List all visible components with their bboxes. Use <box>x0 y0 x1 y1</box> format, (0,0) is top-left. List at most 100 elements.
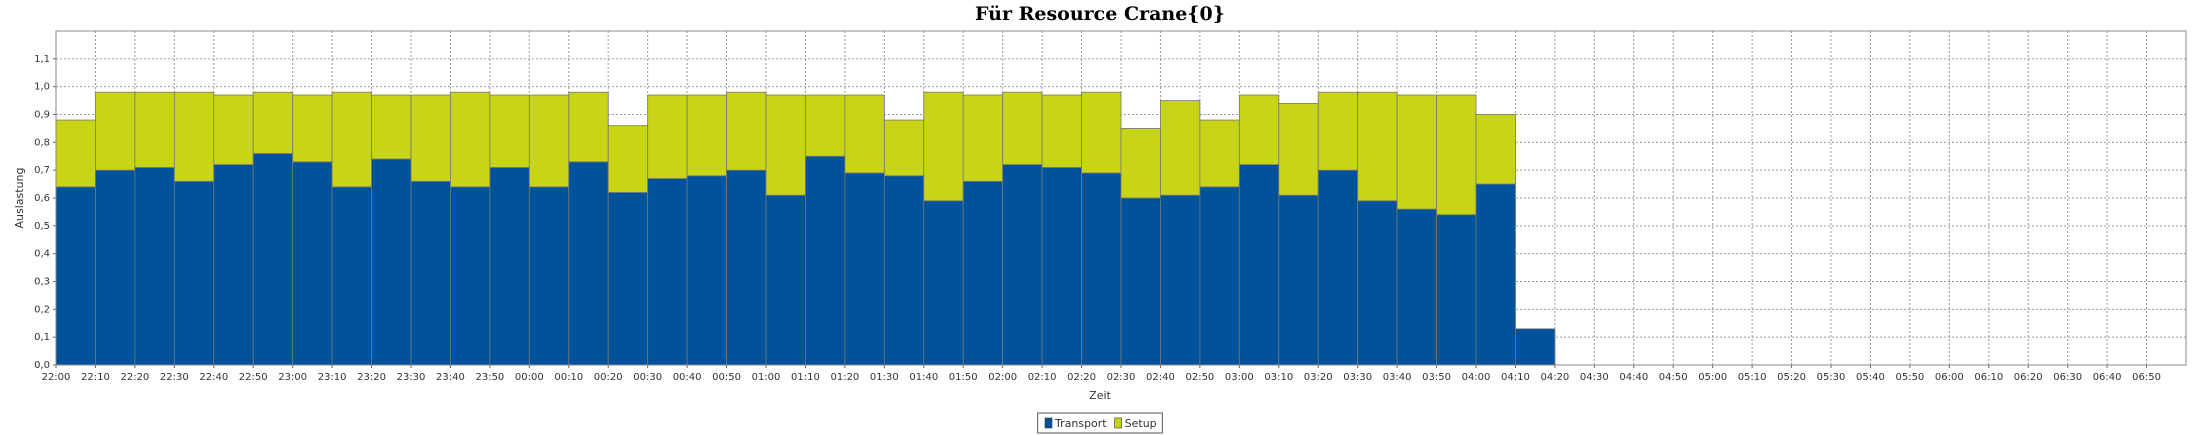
bar-segment <box>1081 91 1122 174</box>
bar-segment <box>607 125 649 193</box>
bar-segment <box>1199 186 1240 366</box>
bar-segment <box>883 119 925 177</box>
bar-segment <box>292 161 333 366</box>
bar-segment <box>726 91 767 171</box>
bar-segment <box>95 91 136 171</box>
x-tick-label: 23:40 <box>436 372 465 383</box>
y-tick-label: 0,8 <box>34 137 50 148</box>
bar-segment <box>1278 194 1319 366</box>
x-tick-label: 03:50 <box>1422 372 1451 383</box>
bar-segment <box>883 175 925 366</box>
bar-segment <box>450 91 491 188</box>
y-tick-label: 0,9 <box>34 110 50 121</box>
x-tick-label: 23:20 <box>357 372 386 383</box>
bar-segment <box>1317 169 1359 366</box>
x-tick-label: 02:00 <box>988 372 1017 383</box>
bar-segment <box>1317 91 1359 171</box>
x-axis-label: Zeit <box>1089 389 1111 402</box>
x-tick-label: 01:30 <box>870 372 899 383</box>
bar-segment <box>528 186 570 366</box>
x-tick-label: 03:10 <box>1264 372 1293 383</box>
bar-segment <box>1238 94 1280 166</box>
bar-segment <box>55 186 96 366</box>
x-tick-label: 02:10 <box>1028 372 1057 383</box>
bar-segment <box>410 94 451 182</box>
bar-segment <box>252 91 294 154</box>
x-tick-label: 05:30 <box>1817 372 1846 383</box>
x-tick-label: 02:40 <box>1146 372 1175 383</box>
bar-segment <box>1120 128 1161 199</box>
x-tick-label: 03:40 <box>1383 372 1412 383</box>
bar-segment <box>173 91 215 182</box>
bar-segment <box>371 158 412 366</box>
x-tick-label: 04:30 <box>1580 372 1609 383</box>
bar-segment <box>1041 94 1082 168</box>
x-tick-label: 02:30 <box>1107 372 1136 383</box>
bar-segment <box>213 164 254 366</box>
bar-segment <box>410 180 451 366</box>
x-tick-label: 04:40 <box>1619 372 1648 383</box>
x-tick-label: 06:00 <box>1935 372 1964 383</box>
bar-segment <box>844 172 885 366</box>
x-tick-label: 00:20 <box>594 372 623 383</box>
x-tick-label: 05:00 <box>1698 372 1727 383</box>
bar-segment <box>1160 100 1201 196</box>
x-tick-label: 05:20 <box>1777 372 1806 383</box>
y-tick-label: 0,0 <box>34 360 50 371</box>
x-tick-label: 06:40 <box>2093 372 2122 383</box>
bar-segment <box>1357 200 1398 366</box>
bar-segment <box>1357 91 1398 202</box>
x-tick-label: 00:50 <box>712 372 741 383</box>
x-tick-label: 03:00 <box>1225 372 1254 383</box>
bar-segment <box>292 94 333 163</box>
bar-segment <box>1396 208 1437 366</box>
y-tick-label: 0,2 <box>34 304 50 315</box>
bar-segment <box>923 200 964 366</box>
bar-segment <box>1238 164 1280 366</box>
x-tick-label: 22:50 <box>239 372 268 383</box>
bar-segment <box>726 169 767 366</box>
bar-segment <box>686 94 727 177</box>
x-tick-label: 04:10 <box>1501 372 1530 383</box>
y-tick-label: 0,3 <box>34 277 50 288</box>
legend-swatch <box>1044 417 1053 429</box>
bar-segment <box>331 91 372 188</box>
x-tick-label: 00:00 <box>515 372 544 383</box>
x-tick-label: 06:20 <box>2014 372 2043 383</box>
x-tick-label: 03:20 <box>1304 372 1333 383</box>
x-tick-label: 02:50 <box>1185 372 1214 383</box>
bar-segment <box>173 180 215 366</box>
x-tick-label: 01:00 <box>752 372 781 383</box>
legend-box <box>1037 412 1163 434</box>
y-axis-label: Auslastung <box>13 168 26 229</box>
bar-segment <box>1041 166 1082 366</box>
x-tick-label: 01:50 <box>949 372 978 383</box>
bar-segment <box>1002 164 1043 366</box>
bar-segment <box>371 94 412 160</box>
bar-segment <box>1436 214 1477 366</box>
x-tick-label: 23:50 <box>475 372 504 383</box>
y-tick-label: 0,4 <box>34 249 50 260</box>
x-tick-label: 05:50 <box>1895 372 1924 383</box>
x-tick-label: 23:00 <box>278 372 307 383</box>
x-tick-label: 00:40 <box>673 372 702 383</box>
bar-segment <box>489 94 530 168</box>
bar-segment <box>252 153 294 366</box>
bar-segment <box>1199 119 1240 188</box>
x-tick-label: 04:00 <box>1462 372 1491 383</box>
x-tick-label: 22:00 <box>42 372 71 383</box>
y-tick-label: 0,6 <box>34 193 50 204</box>
bar-segment <box>962 180 1004 366</box>
x-tick-label: 02:20 <box>1067 372 1096 383</box>
y-tick-label: 1,1 <box>34 54 50 65</box>
x-tick-label: 06:10 <box>1974 372 2003 383</box>
x-tick-label: 06:50 <box>2132 372 2161 383</box>
bar-segment <box>450 186 491 366</box>
bar-segment <box>1475 114 1516 185</box>
legend-swatch <box>1114 417 1122 429</box>
bar-segment <box>1278 102 1319 196</box>
plot-border <box>55 30 2187 366</box>
bar-segment <box>1160 194 1201 366</box>
bar-segment <box>962 94 1004 182</box>
bar-segment <box>528 94 570 188</box>
